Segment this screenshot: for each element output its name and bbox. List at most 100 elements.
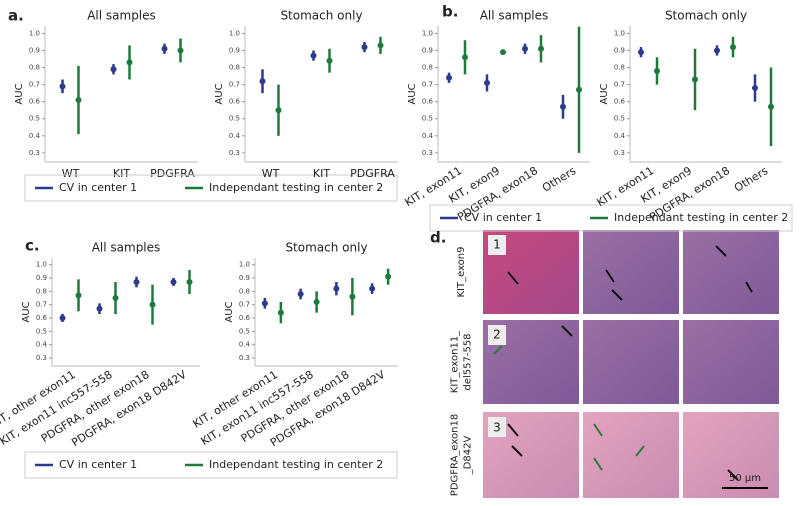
y-tick-label: 0.8 [29,64,40,72]
scale-bar-label: 50 µm [729,473,761,484]
image [683,412,779,498]
y-tick-label: 0.9 [229,46,240,54]
point [768,103,774,110]
x-tick-label: WT [62,167,80,180]
y-tick-label: 0.4 [239,341,251,349]
y-tick-label: 0.3 [36,354,47,362]
point [310,52,317,59]
legend-label: Independant testing in center 2 [209,458,383,471]
y-tick-label: 0.6 [614,98,626,106]
point [275,107,282,114]
legend-box [24,174,398,202]
x-tick-label: PDGFRA [350,167,395,180]
panel-label: b. [442,3,458,21]
legend-box [429,204,793,232]
y-tick-label: 0.4 [229,132,241,140]
y-tick-label: 0.6 [239,314,251,322]
y-tick-label: 0.6 [36,314,48,322]
chart-title: All samples [87,9,156,23]
row-label: del557-558 [463,333,474,390]
panel-label: a. [8,7,24,25]
y-tick-label: 0.9 [36,274,47,282]
point [297,291,304,297]
y-tick-label: 1.0 [422,29,433,37]
point [462,54,468,61]
y-axis-label: AUC [14,83,25,104]
row-number: 3 [493,421,501,435]
x-tick-label: Others [540,164,578,195]
y-tick-label: 0.5 [36,327,47,335]
point [369,285,376,292]
point [522,45,528,52]
point [161,45,168,52]
y-tick-label: 0.5 [239,327,250,335]
legend-label: CV in center 1 [59,458,137,471]
y-tick-label: 0.7 [36,301,47,309]
y-tick-label: 1.0 [239,261,250,269]
point [149,301,156,308]
y-axis-label: AUC [224,301,235,322]
y-axis-label: AUC [214,83,225,104]
chart-title: Stomach only [665,9,747,23]
row-label: KIT_exon9 [456,246,467,297]
y-tick-label: 0.8 [36,287,47,295]
histology [483,230,779,498]
y-tick-label: 0.4 [36,341,48,349]
y-tick-label: 0.9 [614,46,625,54]
point [500,49,506,56]
y-tick-label: 1.0 [614,29,625,37]
point [446,74,452,81]
panel-label: d. [430,229,446,247]
y-tick-label: 0.3 [422,149,433,157]
point [59,315,66,321]
y-tick-label: 0.3 [239,354,250,362]
point [170,279,177,285]
y-tick-label: 0.3 [614,149,625,157]
point [576,86,582,93]
y-tick-label: 0.3 [29,149,40,157]
y-tick-label: 0.7 [29,81,40,89]
chart-title: All samples [92,241,161,255]
number-box [488,235,506,255]
y-tick-label: 0.5 [422,115,433,123]
point [313,299,320,305]
x-tick-label: WT [262,167,280,180]
y-tick-label: 1.0 [229,29,240,37]
y-tick-label: 0.7 [229,81,240,89]
y-tick-label: 0.8 [239,287,250,295]
point [714,47,720,54]
image [683,230,779,314]
green-arrows [493,345,645,471]
point [133,279,140,285]
y-tick-label: 0.4 [29,132,41,140]
point [126,59,133,66]
point [538,45,544,52]
legend-label: CV in center 1 [59,181,137,194]
legend-box [24,451,398,479]
legend-label: Independant testing in center 2 [614,211,788,224]
y-tick-label: 0.6 [422,98,434,106]
point [385,273,392,280]
point [349,293,356,300]
y-axis-label: AUC [407,83,418,104]
point [261,300,268,307]
point [112,295,119,301]
image [683,320,779,404]
y-tick-label: 0.5 [614,115,625,123]
y-tick-label: 0.6 [229,98,241,106]
y-axis-label: AUC [599,83,610,104]
y-tick-label: 0.3 [229,149,240,157]
x-tick-label: PDGFRA [150,167,195,180]
y-tick-label: 0.7 [239,301,250,309]
x-tick-label: KIT [313,167,330,180]
image [583,412,679,498]
y-tick-label: 0.9 [239,274,250,282]
panel-label: c. [25,237,40,255]
row-label: _D842V [463,436,474,476]
y-tick-label: 0.8 [229,64,240,72]
arrows [507,245,753,481]
point [75,292,82,299]
point [59,83,66,90]
point [326,57,333,64]
